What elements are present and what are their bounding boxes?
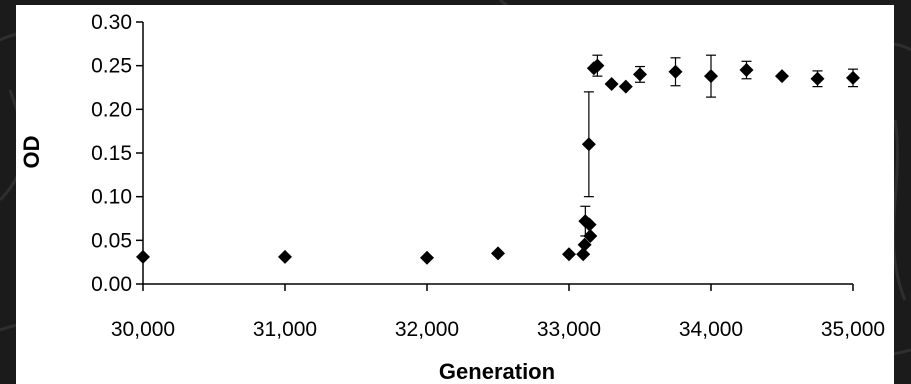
data-point [590, 58, 605, 73]
y-axis-title: OD [19, 136, 44, 169]
data-point [278, 249, 292, 264]
y-tick-label: 0.25 [91, 55, 132, 78]
data-point [136, 249, 150, 264]
x-tick-label: 33,000 [537, 318, 601, 341]
x-axis-ticks: 30,000 31,000 32,000 33,000 34,000 35,000 [111, 284, 885, 341]
data-point [846, 70, 860, 85]
data-point [576, 247, 591, 262]
x-tick-label: 31,000 [253, 318, 317, 341]
data-point [704, 69, 718, 84]
x-tick-label: 34,000 [679, 318, 743, 341]
data-point [604, 77, 619, 92]
y-tick-label: 0.30 [91, 11, 132, 34]
data-point [583, 228, 598, 243]
plot-area: 0.00 0.05 0.10 0.15 0.20 0.25 0.30 30,000 31,00… [91, 11, 885, 341]
y-tick-label: 0.10 [91, 186, 132, 209]
data-point [420, 250, 434, 265]
data-point [739, 63, 754, 78]
data-point [668, 64, 683, 79]
x-tick-label: 32,000 [395, 318, 459, 341]
data-point [633, 67, 647, 82]
y-tick-label: 0.00 [91, 273, 132, 296]
x-tick-label: 35,000 [821, 318, 885, 341]
y-tick-label: 0.15 [91, 142, 132, 165]
data-point [577, 237, 592, 252]
y-tick-label: 0.20 [91, 98, 132, 121]
x-tick-label: 30,000 [111, 318, 175, 341]
y-axis-ticks: 0.00 0.05 0.10 0.15 0.20 0.25 0.30 [91, 11, 143, 296]
y-tick-label: 0.05 [91, 229, 132, 252]
x-axis-title: Generation [439, 359, 555, 384]
data-point [775, 69, 789, 84]
data-points [136, 58, 860, 265]
data-point [562, 247, 576, 262]
data-point [581, 137, 596, 152]
data-point [810, 71, 825, 86]
data-point [491, 246, 505, 261]
data-point [618, 79, 633, 94]
data-point [582, 217, 597, 232]
